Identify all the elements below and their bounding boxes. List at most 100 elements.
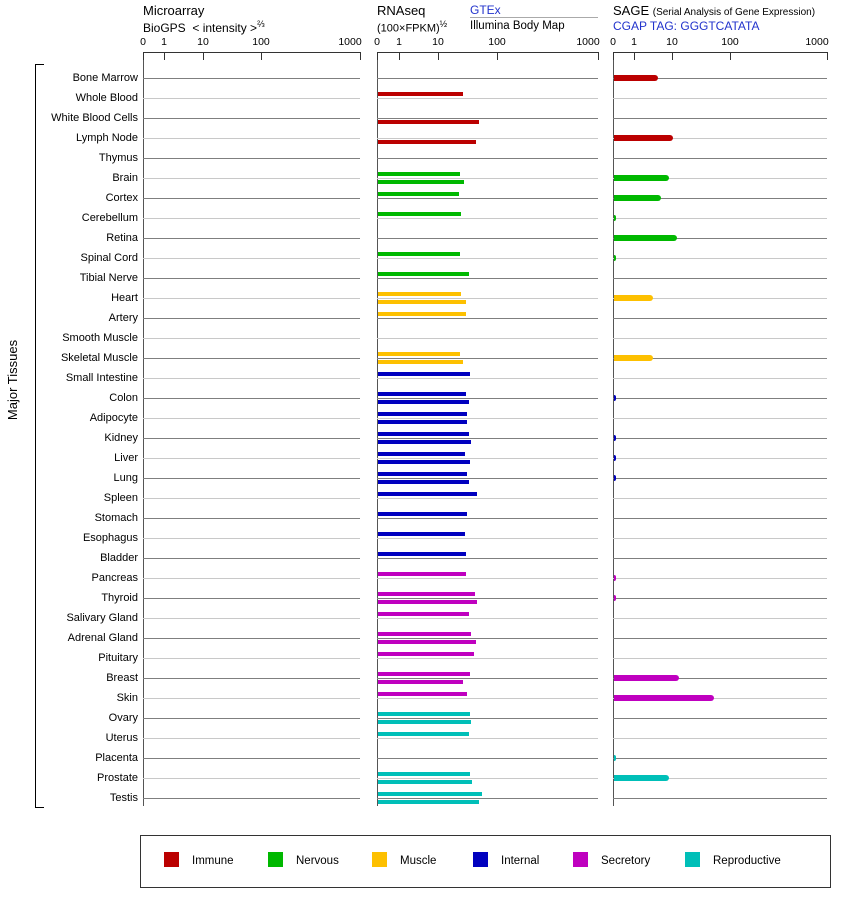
bar-illumina-colon bbox=[378, 400, 469, 404]
tissue-label-esophagus: Esophagus bbox=[82, 532, 138, 544]
tissue-label-pancreas: Pancreas bbox=[91, 572, 138, 584]
axis-tick-rnaseq bbox=[497, 52, 498, 60]
row-baseline-sage bbox=[613, 638, 827, 639]
row-baseline-sage bbox=[613, 458, 827, 459]
bar-illumina-adipocyte bbox=[378, 420, 467, 424]
microarray-subtitle: BioGPS < intensity >⅔ bbox=[143, 19, 265, 35]
bar-illumina-breast bbox=[378, 680, 463, 684]
row-baseline-sage bbox=[613, 358, 827, 359]
bar-gtex-skeletal-muscle bbox=[378, 352, 460, 356]
tissue-label-whole-blood: Whole Blood bbox=[75, 92, 138, 104]
axis-tick-label-microarray: 1 bbox=[161, 36, 167, 48]
bar-gtex-skin bbox=[378, 692, 467, 696]
axis-tick-rnaseq bbox=[438, 52, 439, 60]
row-baseline-rnaseq bbox=[377, 778, 598, 779]
axis-tick-label-sage: 100 bbox=[721, 36, 739, 48]
bar-gtex-esophagus bbox=[378, 532, 465, 536]
row-baseline-microarray bbox=[143, 238, 360, 239]
legend-swatch-immune bbox=[164, 852, 179, 867]
row-baseline-rnaseq bbox=[377, 258, 598, 259]
row-baseline-sage bbox=[613, 98, 827, 99]
cgap-tag-link[interactable]: CGAP TAG: GGGTCATATA bbox=[613, 19, 760, 33]
row-baseline-microarray bbox=[143, 478, 360, 479]
axis-tick-rnaseq bbox=[377, 52, 378, 60]
row-baseline-rnaseq bbox=[377, 618, 598, 619]
tissue-label-small-intestine: Small Intestine bbox=[65, 372, 138, 384]
row-baseline-rnaseq bbox=[377, 798, 598, 799]
row-baseline-sage bbox=[613, 798, 827, 799]
row-baseline-microarray bbox=[143, 618, 360, 619]
row-baseline-microarray bbox=[143, 738, 360, 739]
bar-gtex-adrenal-gland bbox=[378, 632, 471, 636]
bar-sage-skin bbox=[614, 695, 714, 701]
row-baseline-rnaseq bbox=[377, 218, 598, 219]
tissue-label-adrenal-gland: Adrenal Gland bbox=[67, 632, 138, 644]
row-baseline-rnaseq bbox=[377, 578, 598, 579]
row-baseline-rnaseq bbox=[377, 98, 598, 99]
axis-tick-microarray bbox=[164, 52, 165, 60]
row-baseline-rnaseq bbox=[377, 178, 598, 179]
row-baseline-microarray bbox=[143, 638, 360, 639]
row-baseline-microarray bbox=[143, 798, 360, 799]
bar-gtex-spinal-cord bbox=[378, 252, 460, 256]
row-baseline-rnaseq bbox=[377, 438, 598, 439]
bar-sage-brain bbox=[614, 175, 669, 181]
sage-title-note: (Serial Analysis of Gene Expression) bbox=[652, 7, 816, 18]
tissue-label-skeletal-muscle: Skeletal Muscle bbox=[60, 352, 138, 364]
bar-sage-spinal-cord bbox=[614, 255, 616, 261]
bar-illumina-white-blood-cells bbox=[378, 120, 479, 124]
row-baseline-microarray bbox=[143, 158, 360, 159]
bar-sage-pancreas bbox=[614, 575, 616, 581]
row-baseline-sage bbox=[613, 438, 827, 439]
bar-illumina-lung bbox=[378, 480, 469, 484]
legend-label-muscle: Muscle bbox=[400, 855, 437, 867]
legend-swatch-internal bbox=[473, 852, 488, 867]
bar-sage-kidney bbox=[614, 435, 616, 441]
row-baseline-sage bbox=[613, 578, 827, 579]
sage-header: SAGE (Serial Analysis of Gene Expression… bbox=[613, 3, 815, 18]
tissue-label-brain: Brain bbox=[112, 172, 138, 184]
row-baseline-rnaseq bbox=[377, 298, 598, 299]
row-baseline-microarray bbox=[143, 438, 360, 439]
row-baseline-sage bbox=[613, 738, 827, 739]
row-baseline-sage bbox=[613, 478, 827, 479]
row-baseline-rnaseq bbox=[377, 698, 598, 699]
row-baseline-sage bbox=[613, 78, 827, 79]
sage-panel-title: SAGE bbox=[613, 3, 650, 18]
panel-left-border-microarray bbox=[143, 52, 144, 806]
bar-gtex-prostate bbox=[378, 772, 470, 776]
axis-tick-label-rnaseq: 10 bbox=[432, 36, 444, 48]
bar-gtex-adipocyte bbox=[378, 412, 467, 416]
row-baseline-microarray bbox=[143, 338, 360, 339]
tissue-label-lymph-node: Lymph Node bbox=[76, 132, 138, 144]
row-baseline-rnaseq bbox=[377, 318, 598, 319]
row-baseline-rnaseq bbox=[377, 538, 598, 539]
axis-tick-label-microarray: 0 bbox=[140, 36, 146, 48]
tissue-label-thyroid: Thyroid bbox=[101, 592, 138, 604]
axis-line-rnaseq bbox=[377, 52, 598, 53]
biogps-source-label: BioGPS bbox=[143, 21, 186, 35]
row-baseline-sage bbox=[613, 338, 827, 339]
tissue-label-kidney: Kidney bbox=[104, 432, 138, 444]
row-baseline-rnaseq bbox=[377, 118, 598, 119]
tissue-label-testis: Testis bbox=[109, 792, 138, 804]
axis-tick-microarray bbox=[143, 52, 144, 60]
row-baseline-microarray bbox=[143, 658, 360, 659]
row-baseline-sage bbox=[613, 218, 827, 219]
bar-gtex-kidney bbox=[378, 432, 469, 436]
row-baseline-microarray bbox=[143, 518, 360, 519]
row-baseline-microarray bbox=[143, 578, 360, 579]
row-baseline-rnaseq bbox=[377, 378, 598, 379]
legend-label-immune: Immune bbox=[192, 855, 234, 867]
bar-sage-bone-marrow bbox=[614, 75, 658, 81]
tissue-label-heart: Heart bbox=[111, 292, 138, 304]
bar-illumina-brain bbox=[378, 180, 464, 184]
row-baseline-microarray bbox=[143, 678, 360, 679]
axis-tick-microarray bbox=[360, 52, 361, 60]
rnaseq-metric: (100×FPKM)½ bbox=[377, 19, 448, 35]
tissue-label-liver: Liver bbox=[114, 452, 138, 464]
bar-gtex-pancreas bbox=[378, 572, 466, 576]
axis-tick-microarray bbox=[261, 52, 262, 60]
bar-gtex-brain bbox=[378, 172, 460, 176]
gtex-link[interactable]: GTEx bbox=[470, 3, 501, 17]
